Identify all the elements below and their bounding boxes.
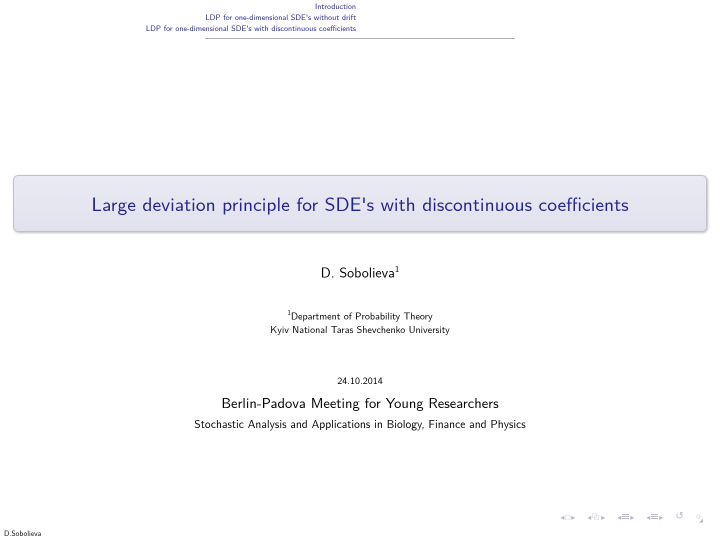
subsection-icon[interactable] <box>622 514 629 519</box>
prev-slide-icon[interactable] <box>560 512 564 522</box>
prev-subsection-icon[interactable] <box>617 512 621 522</box>
slide-title: Large deviation principle for SDE's with… <box>91 189 628 218</box>
prev-section-icon[interactable] <box>646 512 650 522</box>
author-name-text: D. Sobolieva <box>321 263 395 283</box>
slide-icon[interactable] <box>565 512 570 522</box>
next-frame-icon[interactable] <box>601 512 605 522</box>
author-sup: 1 <box>395 262 400 275</box>
nav-slide-group[interactable] <box>560 512 575 522</box>
search-icon[interactable] <box>696 512 705 522</box>
author-block: D. Sobolieva1 1Department of Probability… <box>0 262 720 432</box>
date: 24.10.2014 <box>0 373 720 388</box>
affiliation: 1Department of Probability Theory Kyiv N… <box>0 309 720 337</box>
nav-item[interactable]: LDP for one-dimensional SDE's without dr… <box>146 13 356 24</box>
prev-frame-icon[interactable] <box>587 512 591 522</box>
header-nav: Introduction LDP for one-dimensional SDE… <box>146 2 360 34</box>
next-section-icon[interactable] <box>659 512 663 522</box>
next-slide-icon[interactable] <box>571 512 575 522</box>
author-name: D. Sobolieva1 <box>0 262 720 283</box>
footer-author: D.Sobolieva <box>4 528 41 539</box>
back-icon[interactable] <box>675 511 683 522</box>
meeting-title: Berlin-Padova Meeting for Young Research… <box>0 392 720 413</box>
nav-frame-group[interactable] <box>587 512 605 522</box>
meeting-subtitle: Stochastic Analysis and Applications in … <box>0 415 720 432</box>
nav-subsection-group[interactable] <box>617 512 634 522</box>
affil-inst: Kyiv National Taras Shevchenko Universit… <box>270 322 449 337</box>
affil-dept: Department of Probability Theory <box>291 308 433 323</box>
next-subsection-icon[interactable] <box>630 512 634 522</box>
nav-item[interactable]: LDP for one-dimensional SDE's with disco… <box>146 24 356 35</box>
frame-icon[interactable] <box>592 512 600 521</box>
section-icon[interactable] <box>651 514 658 519</box>
nav-section-group[interactable] <box>646 512 663 522</box>
header-underline <box>205 38 515 39</box>
beamer-nav-bar <box>560 511 705 522</box>
slide-title-box: Large deviation principle for SDE's with… <box>13 175 707 232</box>
